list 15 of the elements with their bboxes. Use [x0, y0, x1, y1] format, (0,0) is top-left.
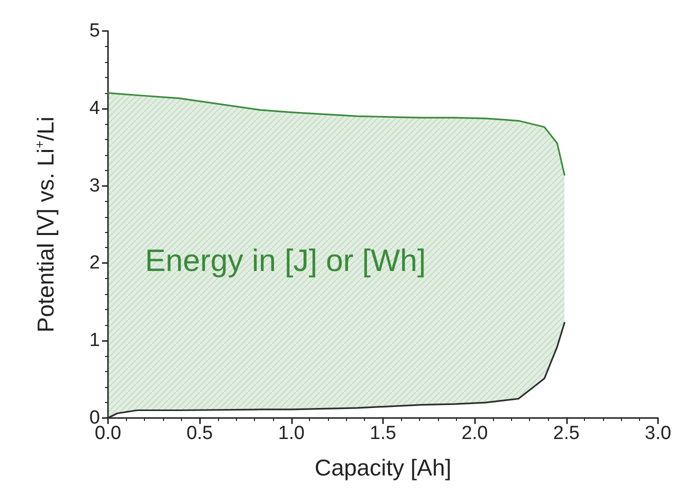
y-tick-label: 2 [89, 252, 100, 274]
y-tick-label: 1 [89, 330, 100, 352]
x-tick-label: 0.5 [186, 423, 213, 444]
annotation: Energy in [J] or [Wh] [145, 243, 426, 278]
y-tick-label: 4 [89, 98, 100, 119]
y-tick-label: 5 [89, 20, 100, 42]
x-tick-label: 1.5 [370, 423, 396, 444]
x-tick-label: 2.0 [461, 423, 488, 444]
x-axis-title: Capacity [Ah] [314, 454, 452, 480]
x-tick-label: 3.0 [644, 423, 672, 444]
y-axis-title: Potential [V] vs. Li+/Li [32, 116, 58, 332]
x-tick-label: 0.0 [94, 423, 122, 444]
y-tick-label: 3 [89, 175, 100, 196]
x-tick-label: 2.5 [553, 423, 580, 444]
x-tick-label: 1.0 [278, 423, 305, 444]
